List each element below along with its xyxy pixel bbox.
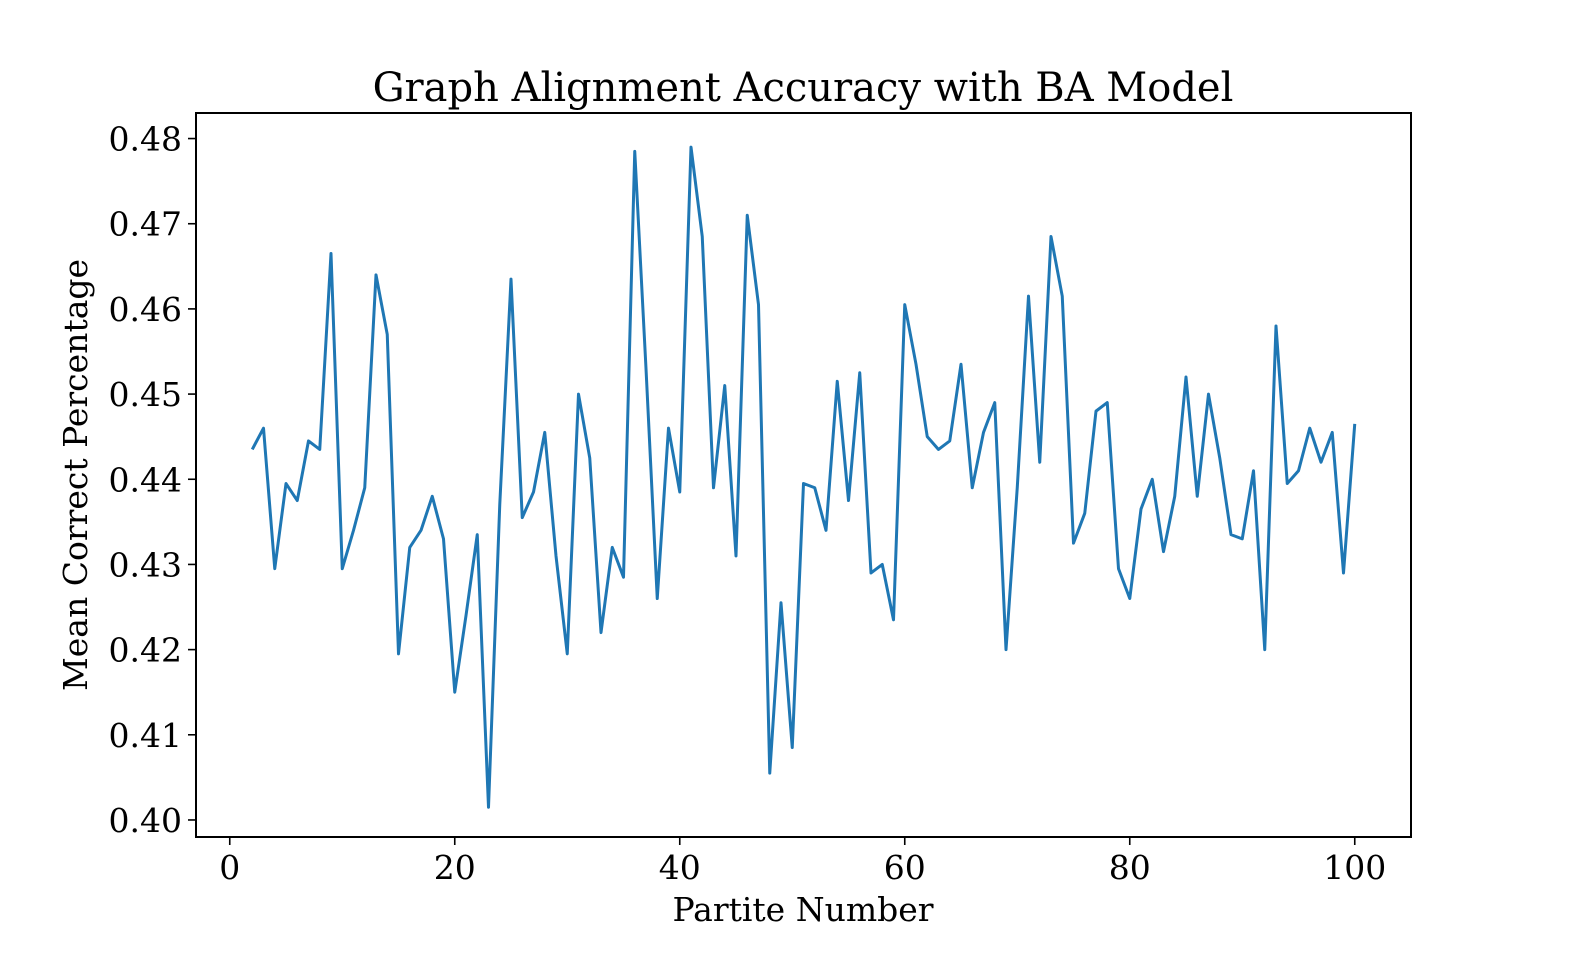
y-tick-label: 0.42 bbox=[109, 631, 182, 670]
chart-title: Graph Alignment Accuracy with BA Model bbox=[373, 65, 1234, 111]
x-tick-label: 0 bbox=[219, 848, 240, 887]
y-tick-label: 0.48 bbox=[109, 120, 182, 159]
plot-frame bbox=[195, 112, 1412, 838]
y-axis: 0.40 0.41 0.42 0.43 0.44 0.45 0.46 0.47 0.48 bbox=[109, 120, 196, 840]
y-axis-label: Mean Correct Percentage bbox=[56, 259, 95, 691]
y-tick-label: 0.46 bbox=[109, 290, 182, 329]
x-tick-label: 100 bbox=[1323, 848, 1386, 887]
x-tick-label: 40 bbox=[659, 848, 701, 887]
y-tick-label: 0.41 bbox=[109, 716, 182, 755]
x-tick-label: 20 bbox=[434, 848, 476, 887]
x-tick-label: 80 bbox=[1109, 848, 1151, 887]
x-axis-label: Partite Number bbox=[672, 890, 933, 929]
y-tick-label: 0.40 bbox=[109, 801, 182, 840]
x-axis: 0 20 40 60 80 100 bbox=[219, 837, 1386, 887]
y-tick-label: 0.43 bbox=[109, 545, 182, 584]
y-tick-label: 0.47 bbox=[109, 205, 182, 244]
series-line bbox=[250, 145, 1357, 809]
series-layer bbox=[250, 145, 1357, 809]
x-tick-label: 60 bbox=[884, 848, 926, 887]
y-tick-label: 0.45 bbox=[109, 375, 182, 414]
y-tick-label: 0.44 bbox=[109, 460, 182, 499]
